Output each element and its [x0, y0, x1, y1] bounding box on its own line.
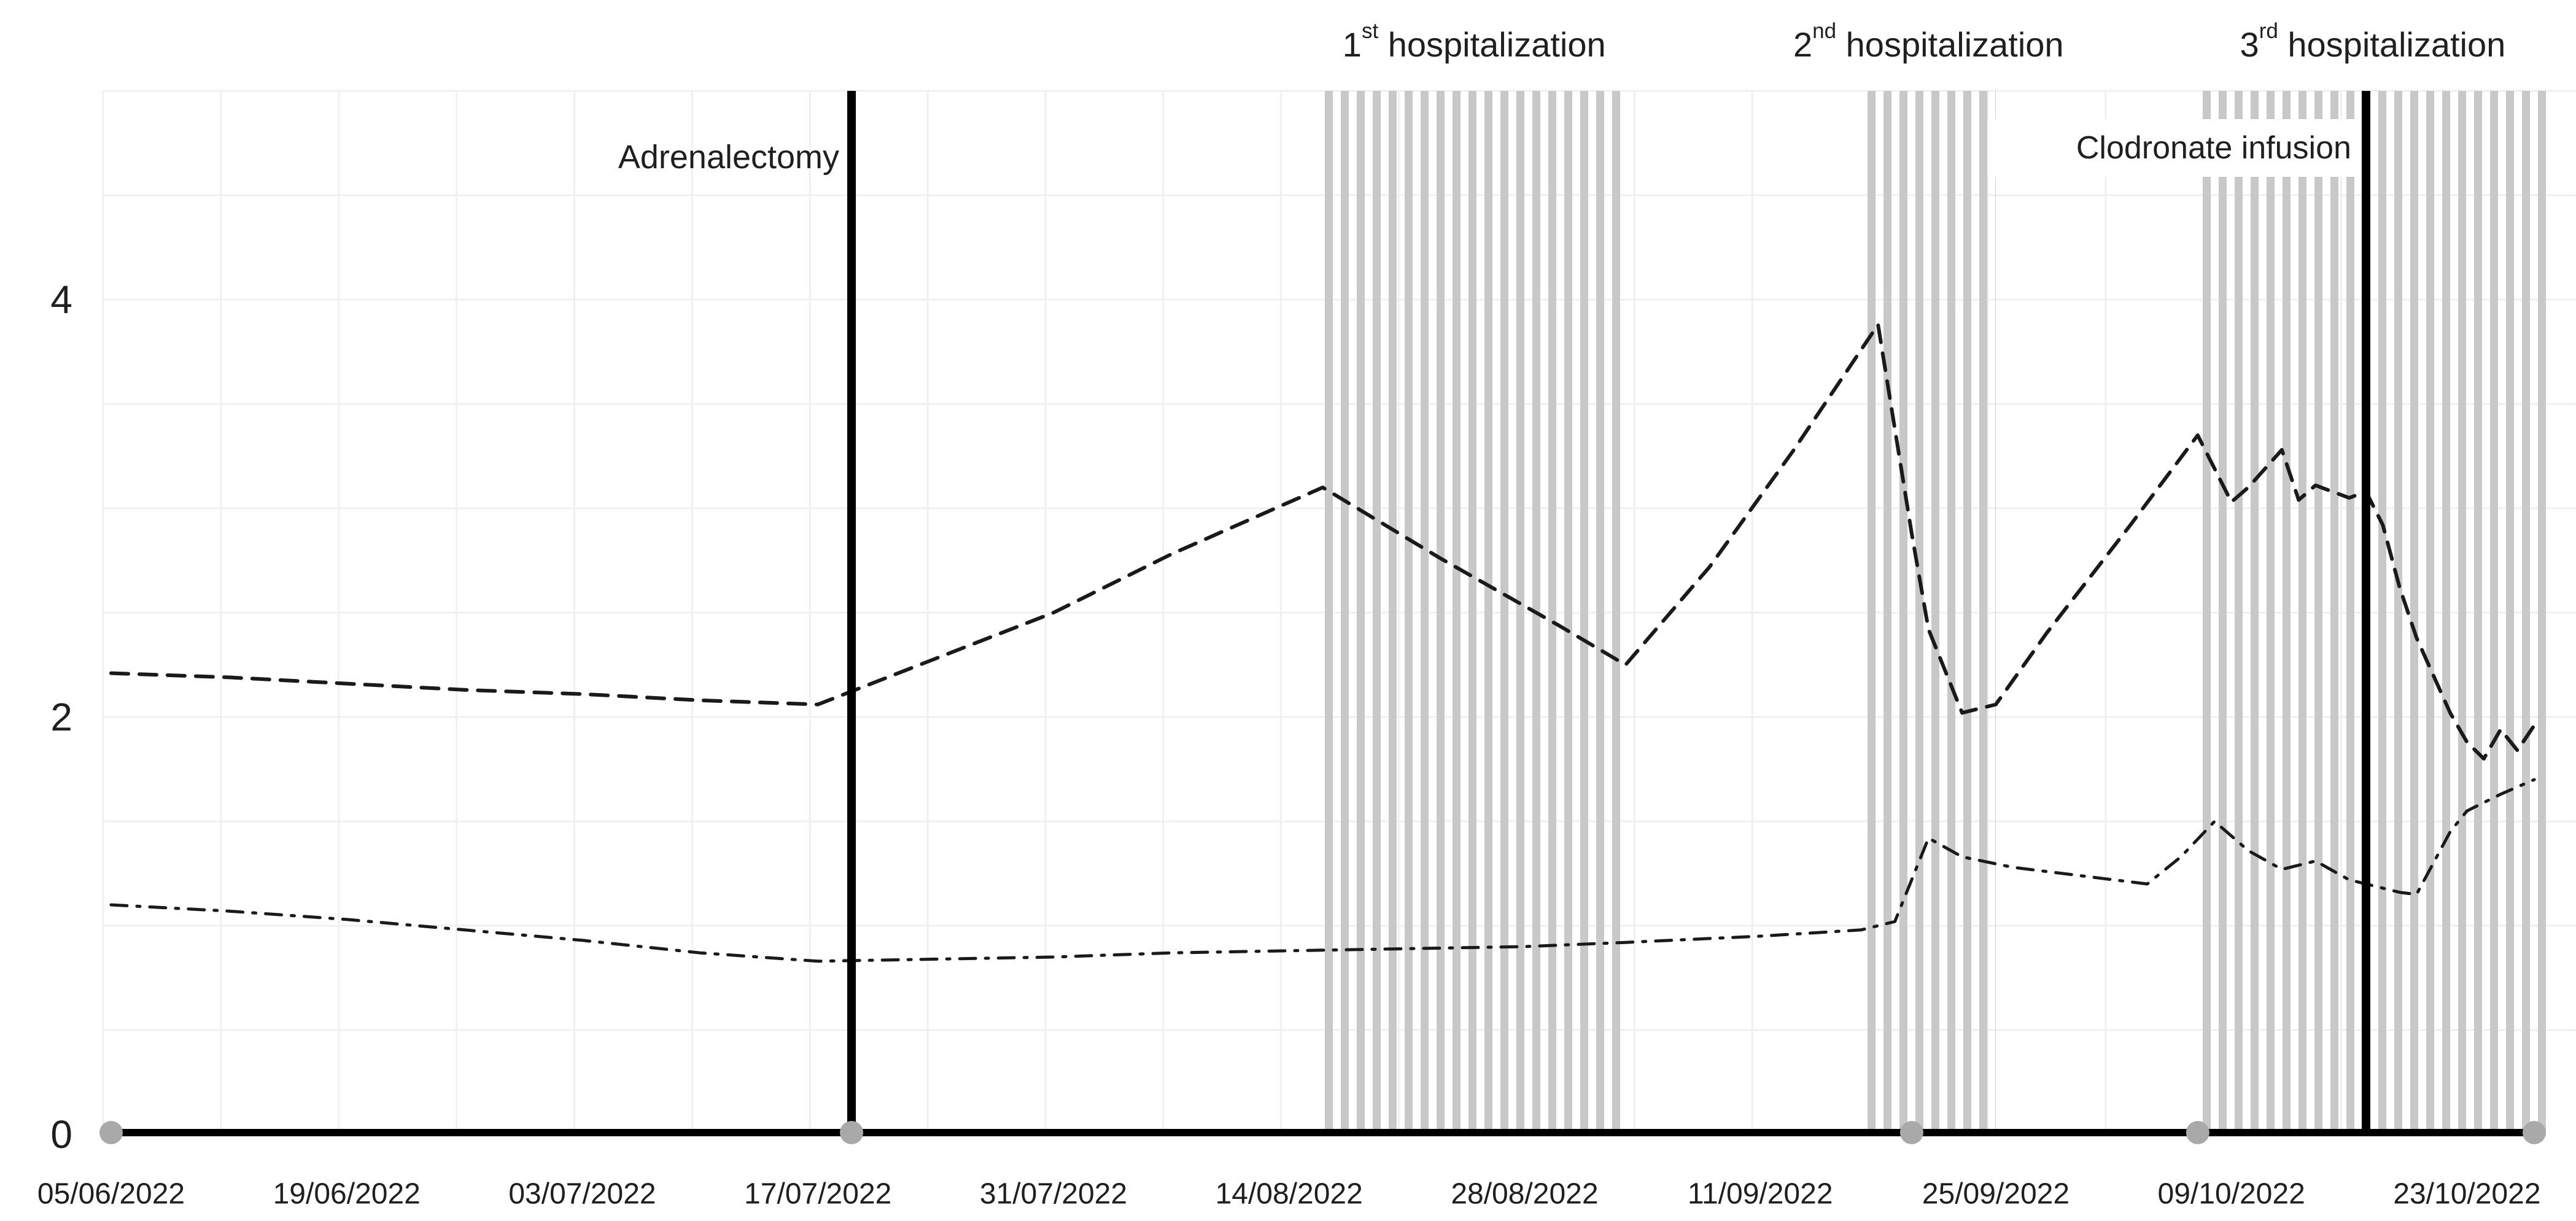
- dash-dot-series-line: [109, 778, 2536, 963]
- axis-marker-dot: [1899, 1121, 1923, 1144]
- event-label: Adrenalectomy: [618, 139, 839, 176]
- hospitalization-band: [2197, 91, 2548, 1133]
- hospitalization-band: [1322, 91, 1626, 1133]
- y-tick-label: 4: [50, 277, 72, 322]
- hospitalization-band: [1861, 91, 1996, 1133]
- x-tick-label: 03/07/2022: [508, 1178, 656, 1211]
- axis-marker-dot: [2523, 1121, 2547, 1144]
- x-tick-label: 14/08/2022: [1216, 1178, 1363, 1211]
- axis-marker-dot: [99, 1121, 123, 1144]
- event-line: [847, 91, 856, 1133]
- x-tick-label: 09/10/2022: [2158, 1178, 2305, 1211]
- x-axis-line: [103, 1129, 2531, 1136]
- axis-marker-dot: [840, 1121, 864, 1144]
- event-label-box: [1987, 119, 2360, 177]
- x-tick-label: 23/10/2022: [2393, 1178, 2540, 1211]
- hospitalization-label: 3rd hospitalization: [2240, 19, 2506, 64]
- event-label: Clodronate infusion: [2076, 130, 2351, 166]
- dashed-series-line: [109, 322, 2536, 761]
- event-line: [2361, 91, 2370, 1133]
- y-tick-label: 2: [50, 695, 72, 739]
- y-tick-label: 0: [50, 1112, 72, 1157]
- x-tick-label: 25/09/2022: [1922, 1178, 2070, 1211]
- x-tick-label: 28/08/2022: [1451, 1178, 1598, 1211]
- x-tick-label: 31/07/2022: [980, 1178, 1127, 1211]
- x-tick-label: 11/09/2022: [1688, 1178, 1833, 1211]
- x-tick-label: 19/06/2022: [273, 1178, 421, 1211]
- axis-marker-dot: [2186, 1121, 2209, 1144]
- hospitalization-label: 2nd hospitalization: [1793, 19, 2064, 64]
- x-tick-label: 17/07/2022: [744, 1178, 891, 1211]
- hospitalization-bands: [1322, 91, 2548, 1133]
- x-tick-label: 05/06/2022: [37, 1178, 185, 1211]
- hospitalization-label: 1st hospitalization: [1343, 19, 1606, 64]
